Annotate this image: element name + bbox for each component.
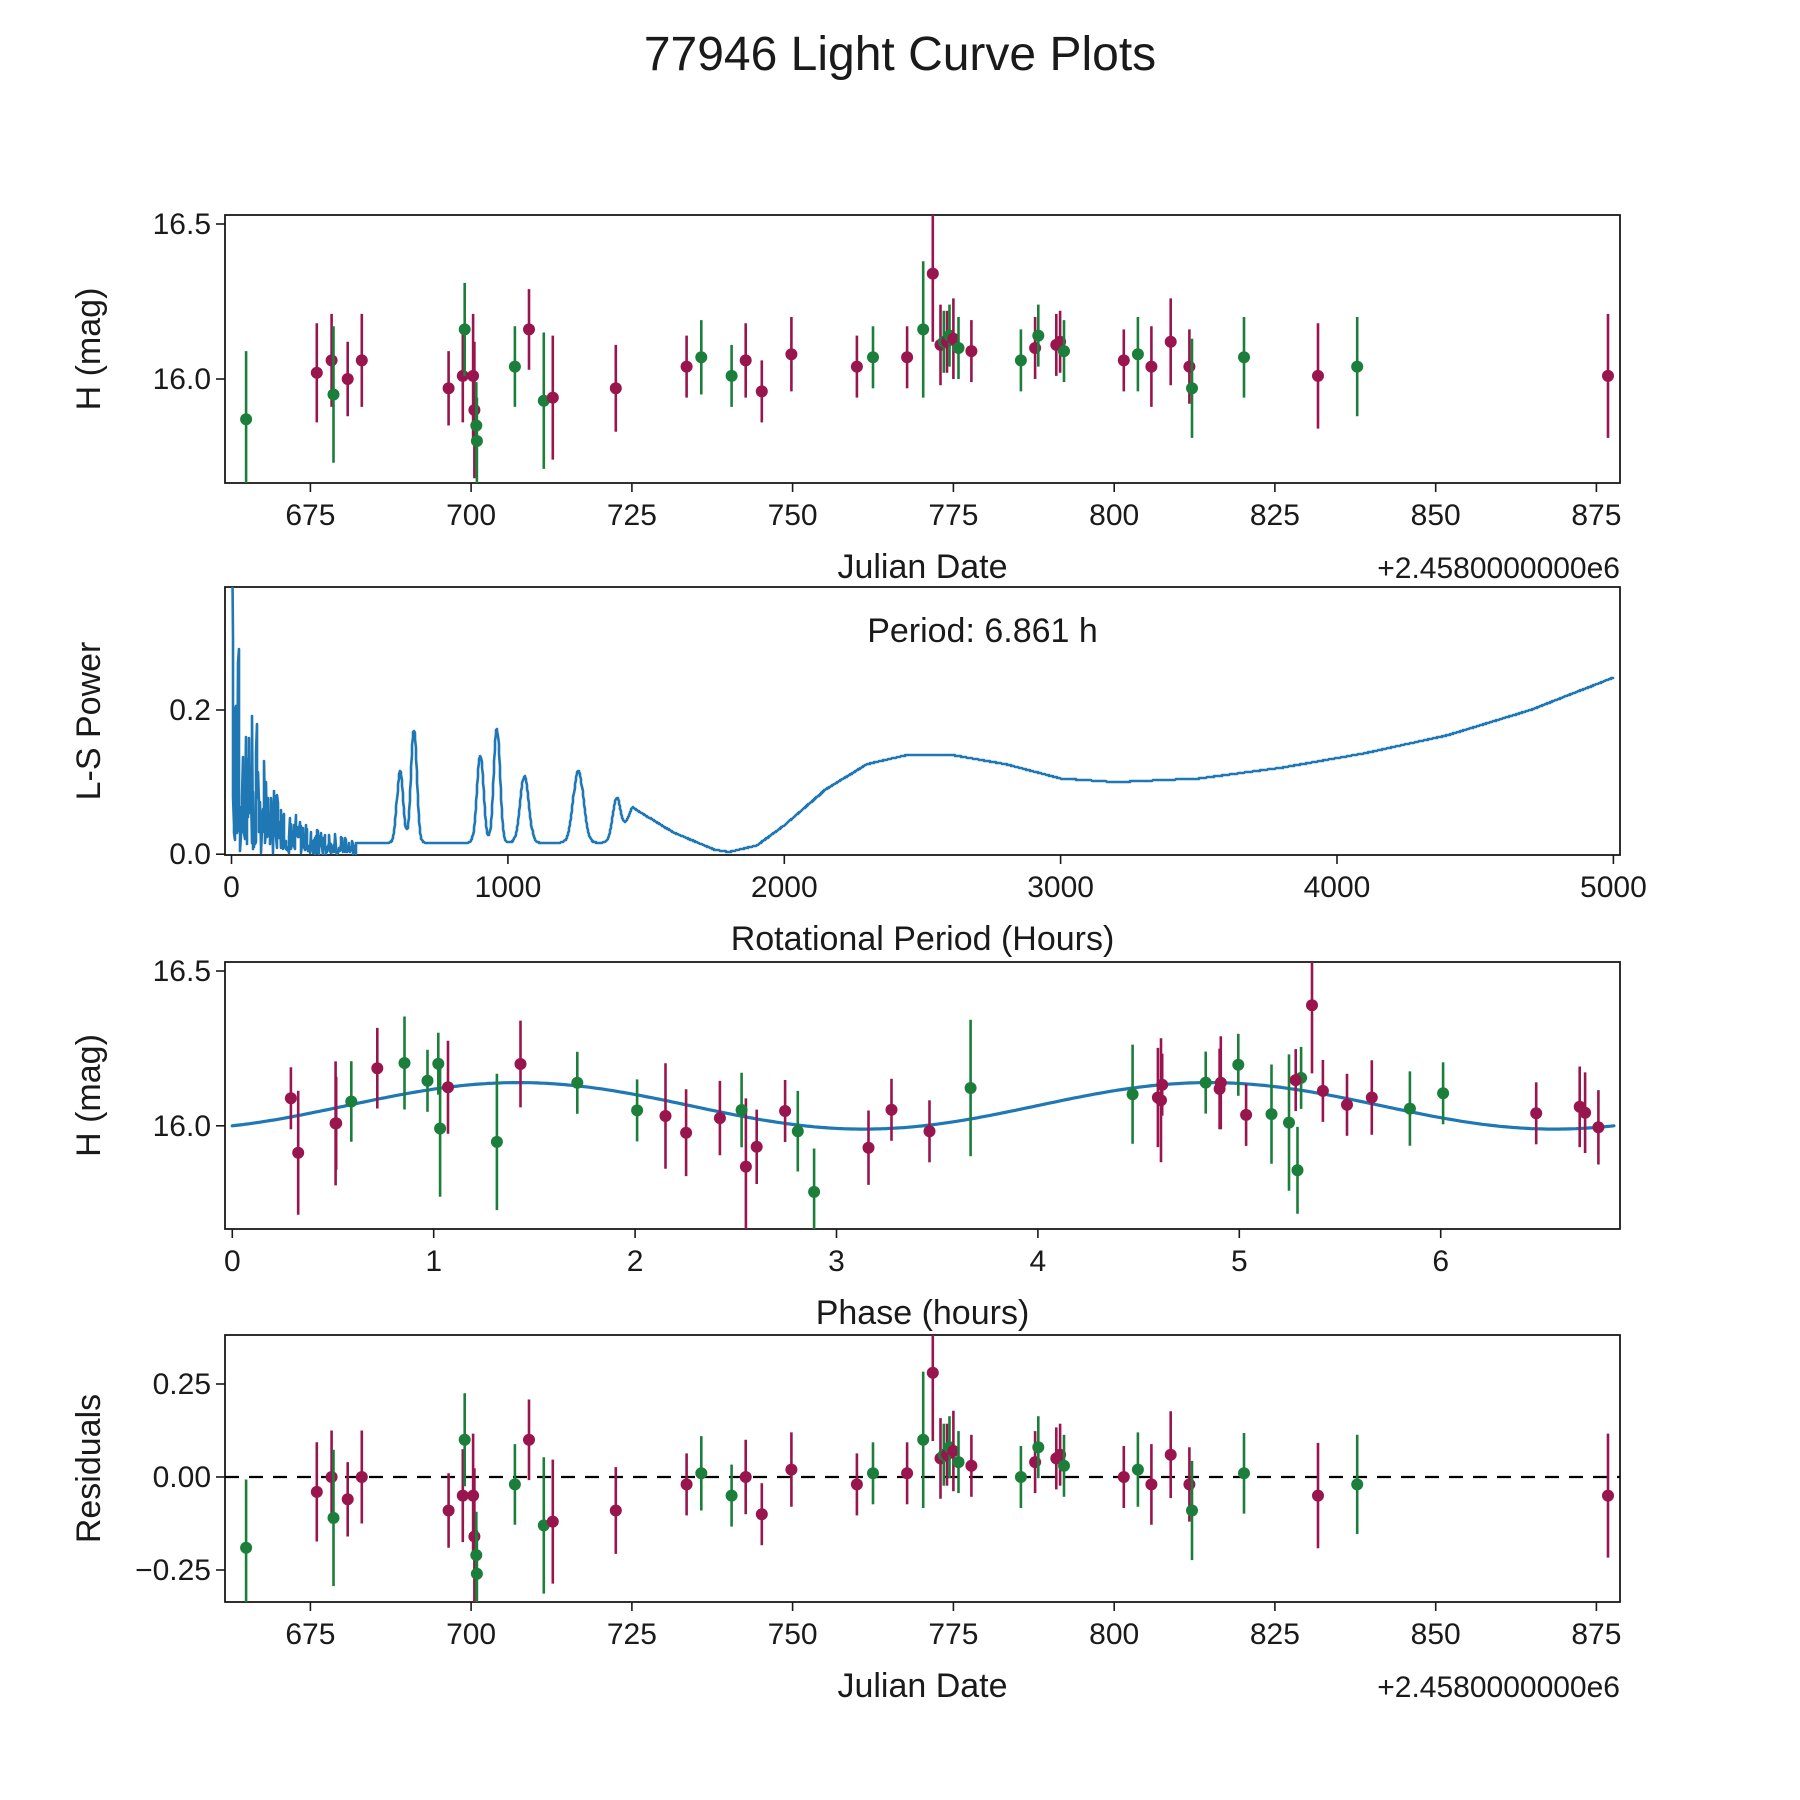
svg-text:L-S Power: L-S Power	[70, 642, 108, 801]
svg-text:850: 850	[1411, 499, 1461, 532]
svg-text:16.5: 16.5	[153, 208, 211, 241]
svg-text:0.00: 0.00	[153, 1461, 211, 1494]
svg-text:5: 5	[1231, 1245, 1248, 1278]
svg-text:5000: 5000	[1580, 871, 1647, 904]
svg-text:H (mag): H (mag)	[70, 1034, 108, 1157]
svg-text:700: 700	[446, 1618, 496, 1651]
svg-text:675: 675	[285, 1618, 335, 1651]
svg-text:+2.4580000000e6: +2.4580000000e6	[1377, 552, 1620, 585]
svg-text:77946 Light Curve Plots: 77946 Light Curve Plots	[644, 28, 1156, 81]
svg-text:850: 850	[1411, 1618, 1461, 1651]
svg-text:750: 750	[768, 1618, 818, 1651]
svg-text:2: 2	[627, 1245, 644, 1278]
svg-text:1000: 1000	[475, 871, 542, 904]
svg-text:+2.4580000000e6: +2.4580000000e6	[1377, 1671, 1620, 1704]
svg-text:750: 750	[768, 499, 818, 532]
svg-text:875: 875	[1571, 499, 1621, 532]
svg-text:825: 825	[1250, 499, 1300, 532]
svg-text:Rotational Period (Hours): Rotational Period (Hours)	[731, 920, 1115, 958]
svg-text:800: 800	[1089, 1618, 1139, 1651]
svg-text:4: 4	[1030, 1245, 1047, 1278]
svg-text:Residuals: Residuals	[70, 1394, 108, 1543]
svg-text:0.25: 0.25	[153, 1368, 211, 1401]
svg-text:800: 800	[1089, 499, 1139, 532]
svg-text:725: 725	[607, 499, 657, 532]
svg-text:0: 0	[223, 871, 240, 904]
svg-text:775: 775	[928, 499, 978, 532]
svg-text:4000: 4000	[1304, 871, 1371, 904]
svg-text:675: 675	[285, 499, 335, 532]
svg-text:0.0: 0.0	[169, 838, 211, 871]
svg-text:16.5: 16.5	[153, 955, 211, 988]
svg-text:H (mag): H (mag)	[70, 288, 108, 411]
svg-text:0: 0	[224, 1245, 241, 1278]
svg-text:Julian Date: Julian Date	[837, 1667, 1007, 1705]
svg-text:0.2: 0.2	[169, 694, 211, 727]
svg-text:3000: 3000	[1027, 871, 1094, 904]
svg-text:1: 1	[425, 1245, 442, 1278]
svg-text:3: 3	[828, 1245, 845, 1278]
svg-text:16.0: 16.0	[153, 363, 211, 396]
svg-text:Julian Date: Julian Date	[837, 548, 1007, 586]
svg-text:Period: 6.861 h: Period: 6.861 h	[867, 612, 1098, 650]
svg-text:2000: 2000	[751, 871, 818, 904]
svg-text:Phase (hours): Phase (hours)	[816, 1294, 1030, 1332]
svg-text:6: 6	[1432, 1245, 1449, 1278]
svg-text:700: 700	[446, 499, 496, 532]
svg-text:875: 875	[1571, 1618, 1621, 1651]
svg-text:725: 725	[607, 1618, 657, 1651]
svg-text:775: 775	[928, 1618, 978, 1651]
svg-text:825: 825	[1250, 1618, 1300, 1651]
svg-text:16.0: 16.0	[153, 1110, 211, 1143]
svg-text:−0.25: −0.25	[135, 1554, 211, 1587]
